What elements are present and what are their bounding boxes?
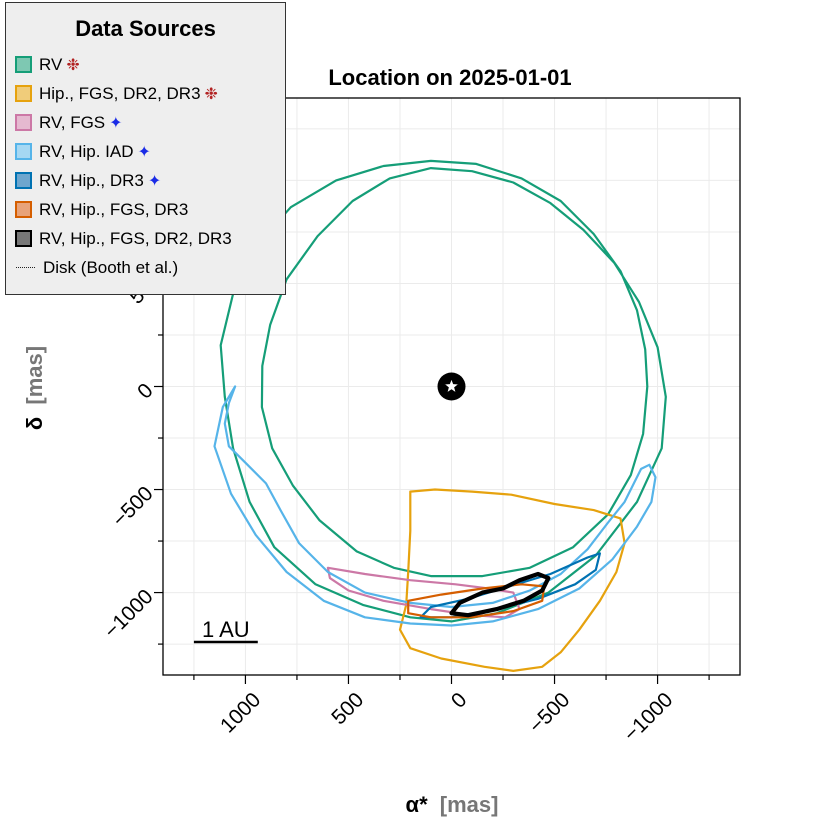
legend-swatch-icon	[15, 114, 32, 131]
scale-bar: 1 AU	[193, 617, 258, 644]
legend-label: Hip., FGS, DR2, DR3	[39, 83, 201, 103]
x-tick-label: 1000	[216, 688, 265, 737]
legend-swatch-icon	[15, 56, 32, 73]
y-axis-label: δ [mas]	[22, 346, 47, 430]
y-axis-label-main: δ	[22, 417, 47, 430]
star-icon	[442, 377, 461, 395]
legend-dotted-line-icon	[16, 267, 35, 268]
contour-rv-hip-fgs-dr2-dr3	[449, 571, 551, 618]
legend-label: Disk (Booth et al.)	[43, 257, 179, 277]
legend-item: Disk (Booth et al.)	[6, 253, 285, 282]
x-axis-label-main: α*	[406, 792, 429, 817]
y-tick-label: −1000	[100, 585, 158, 643]
y-tick-label: −500	[108, 482, 158, 532]
legend-label: RV, Hip., FGS, DR2, DR3	[39, 228, 232, 248]
x-tick-label: 500	[327, 688, 368, 729]
legend-label: RV, Hip., DR3	[39, 170, 144, 190]
snowflake-icon: ❉	[66, 56, 80, 74]
x-tick-label: 0	[447, 688, 472, 713]
legend: Data Sources RV ❉ Hip., FGS, DR2, DR3 ❉ RV, …	[5, 2, 286, 295]
legend-item: Hip., FGS, DR2, DR3 ❉	[6, 79, 285, 108]
legend-swatch-icon	[15, 172, 32, 189]
data-curves	[213, 159, 667, 673]
legend-item: RV, Hip., FGS, DR2, DR3	[6, 224, 285, 253]
legend-swatch-icon	[15, 201, 32, 218]
x-tick-label: −500	[525, 688, 575, 738]
legend-item: RV, Hip., DR3 ✦	[6, 166, 285, 195]
legend-label: RV, Hip. IAD	[39, 141, 134, 161]
sparkle-icon: ✦	[137, 143, 151, 161]
x-axis-label: α* [mas]	[406, 792, 499, 817]
star-marker	[437, 372, 466, 401]
legend-item: RV ❉	[6, 50, 285, 79]
contour-rv	[219, 159, 667, 623]
legend-items: RV ❉ Hip., FGS, DR2, DR3 ❉ RV, FGS ✦ RV, Hip. …	[6, 50, 285, 282]
legend-item: RV, Hip. IAD ✦	[6, 137, 285, 166]
legend-item: RV, Hip., FGS, DR3	[6, 195, 285, 224]
contour-rv-fgs	[326, 566, 521, 619]
legend-label: RV, FGS	[39, 112, 106, 132]
snowflake-icon: ❉	[204, 85, 218, 103]
legend-item: RV, FGS ✦	[6, 108, 285, 137]
axis-ticks	[154, 128, 710, 684]
y-tick-label: 0	[133, 379, 158, 404]
x-tick-label: −1000	[619, 688, 677, 746]
contour-rv-hip-iad	[213, 385, 657, 627]
legend-swatch-icon	[15, 85, 32, 102]
y-axis-label-unit: [mas]	[22, 346, 47, 405]
x-axis-label-unit: [mas]	[440, 792, 499, 817]
contour-hip-fgs-dr2-dr3	[398, 488, 626, 673]
legend-title: Data Sources	[75, 16, 216, 41]
legend-label: RV	[39, 54, 63, 74]
legend-label: RV, Hip., FGS, DR3	[39, 199, 189, 219]
contour-rv-hip-fgs-dr3	[407, 583, 546, 619]
sparkle-icon: ✦	[147, 172, 162, 190]
chart-title: Location on 2025-01-01	[328, 65, 571, 90]
legend-swatch-icon	[15, 230, 32, 247]
scale-bar-label: 1 AU	[202, 617, 250, 642]
sparkle-icon: ✦	[109, 114, 123, 132]
legend-swatch-icon	[15, 143, 32, 160]
